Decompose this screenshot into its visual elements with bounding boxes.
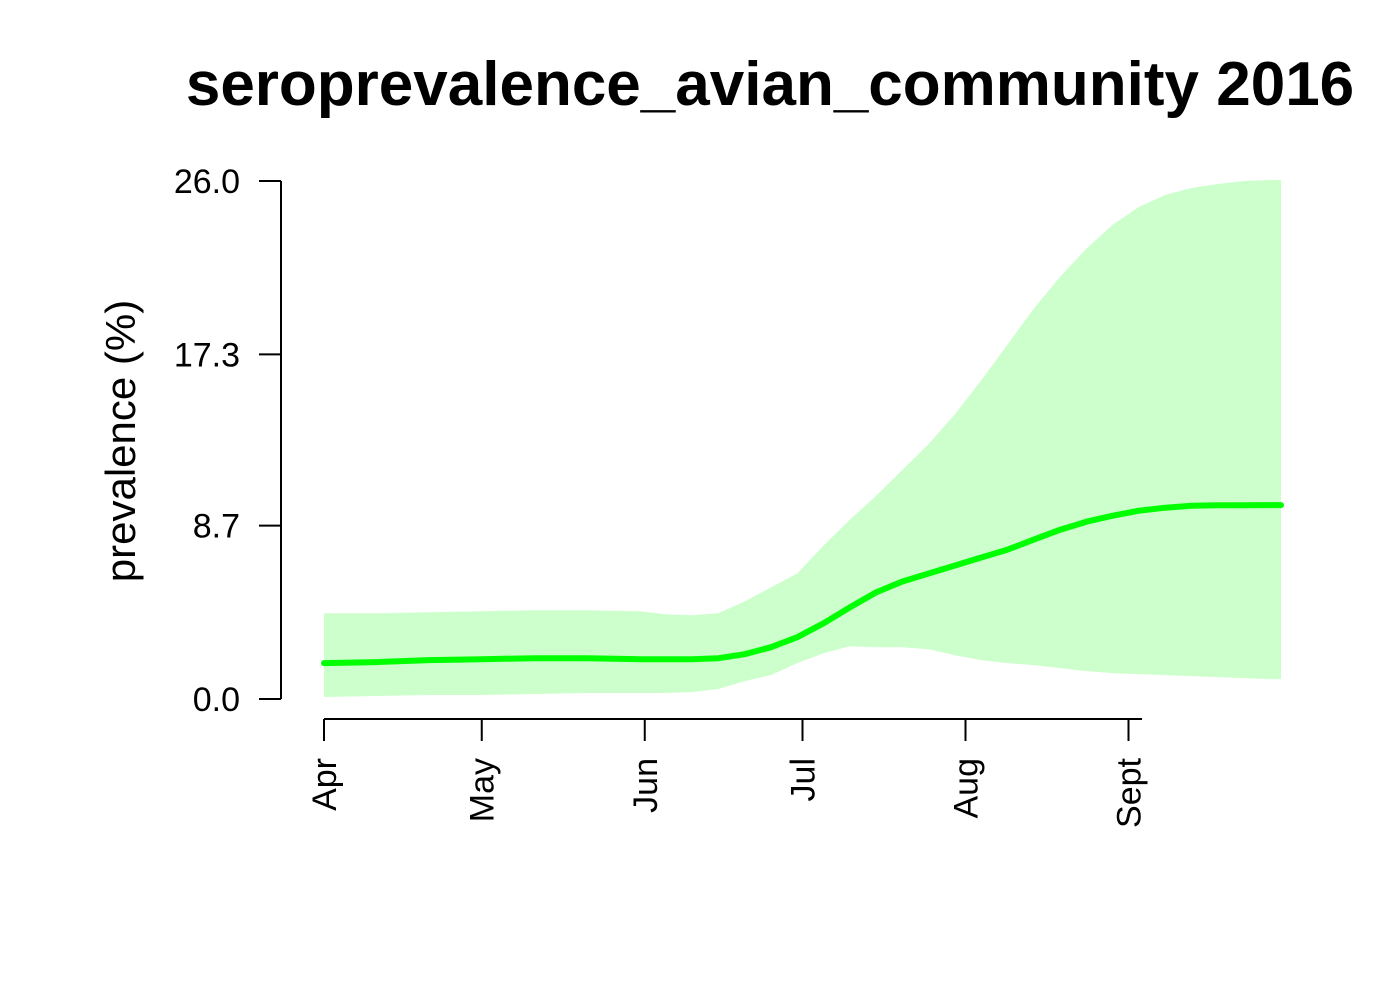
x-tick-label: Jun (627, 758, 665, 813)
x-tick-label: Jul (785, 758, 823, 801)
y-tick-label: 26.0 (174, 163, 240, 201)
x-tick-label: Apr (306, 758, 344, 811)
y-tick-label: 0.0 (193, 681, 240, 719)
chart-title: seroprevalence_avian_community 2016 (186, 50, 1354, 119)
x-tick-label: Aug (948, 758, 986, 819)
confidence-band (324, 180, 1281, 697)
series-line (321, 502, 1284, 667)
y-axis-label: prevalence (%) (97, 300, 144, 582)
y-axis: 0.0 8.7 17.3 26.0 (174, 163, 282, 719)
x-tick-label: Sept (1111, 757, 1149, 827)
x-axis: Apr May Jun Jul Aug Sept (306, 718, 1149, 828)
plot-area (321, 180, 1284, 697)
x-tick-label: May (464, 758, 502, 822)
y-tick-label: 8.7 (193, 508, 240, 546)
y-tick-label: 17.3 (174, 336, 240, 374)
